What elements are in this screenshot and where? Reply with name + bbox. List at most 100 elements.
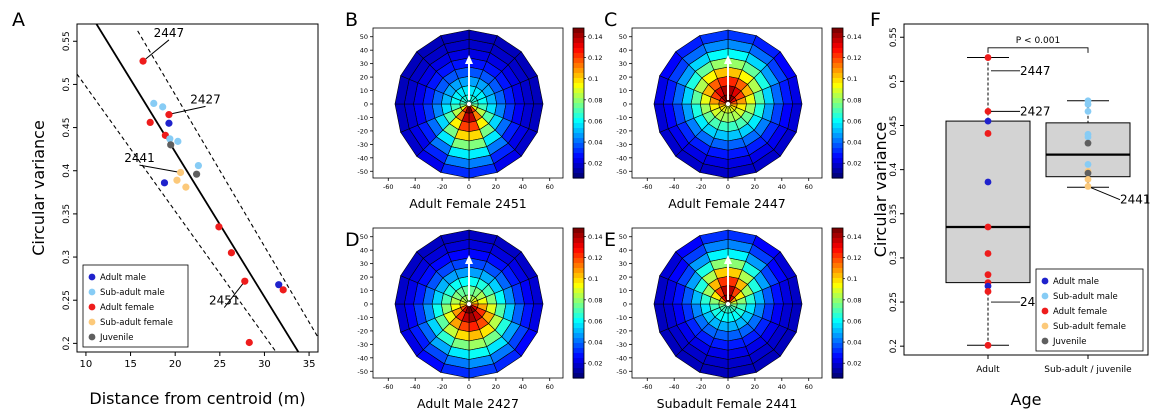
panel-c-ytick-label: -40 (616, 154, 627, 162)
panel-f-legend-label: Sub-adult female (1053, 322, 1126, 332)
panel-e-colorbar-tick-label: 0.06 (847, 317, 861, 325)
panel-e-colorbar-step (832, 338, 843, 344)
panel-b-colorbar-step (573, 33, 584, 39)
panel-e-colorbar-step (832, 293, 843, 299)
confidence-band-lower (77, 73, 277, 352)
panel-d-colorbar-step (573, 368, 584, 374)
panel-c-colorbar-step (832, 103, 843, 109)
panel-b-colorbar-step (573, 48, 584, 54)
panel-b-ytick-label: 20 (360, 74, 368, 82)
panel-b-xtick-label: -60 (383, 183, 394, 191)
panel-a-xtick-label: 10 (80, 359, 93, 370)
panel-f-legend-label: Sub-adult male (1053, 292, 1118, 302)
panel-c-colorbar-step (832, 58, 843, 64)
panel-c-colorbar-step (832, 33, 843, 39)
panel-c-ytick-label: 50 (619, 33, 627, 41)
panel-e-title: Subadult Female 2441 (657, 396, 798, 411)
panel-b-colorbar-step (573, 158, 584, 164)
panel-a-point-20 (275, 281, 283, 289)
panel-c-colorbar-step (832, 123, 843, 129)
panel-d-xtick-label: 0 (467, 383, 471, 391)
panel-letter-e: E (604, 229, 616, 251)
panel-e-colorbar-step (832, 253, 843, 259)
panel-d-colorbar-step (573, 298, 584, 304)
panel-a-ylabel: Circular variance (29, 120, 48, 256)
panel-a-annotation-label: 2451 (209, 294, 240, 308)
panel-a-point-15 (182, 183, 190, 191)
panel-c-colorbar-step (832, 133, 843, 139)
panel-b-arrow-head (465, 55, 473, 64)
panel-e-xtick-label: -40 (669, 383, 680, 391)
panel-e-colorbar-step (832, 328, 843, 334)
panel-d-xtick-label: -60 (383, 383, 394, 391)
panel-d-colorbar-step (573, 233, 584, 239)
panel-d-colorbar-step (573, 263, 584, 269)
panel-b-colorbar-step (573, 153, 584, 159)
panel-a-ytick-label: 0.3 (62, 250, 72, 264)
panel-d-ytick-label: 10 (360, 287, 368, 295)
panel-c-colorbar-step (832, 68, 843, 74)
panel-c-cell (699, 29, 729, 45)
panel-c-title: Adult Female 2447 (668, 196, 786, 211)
panel-c-ytick-label: 20 (619, 74, 627, 82)
panel-a-ytick-label: 0.35 (62, 204, 72, 224)
panel-c-colorbar-step (832, 83, 843, 89)
panel-e-ytick-label: 10 (619, 287, 627, 295)
panel-e-colorbar-tick-label: 0.14 (847, 233, 861, 241)
panel-a-legend-label: Adult female (100, 303, 154, 313)
panel-d-colorbar-step (573, 333, 584, 339)
panel-e-colorbar-step (832, 283, 843, 289)
panel-d-xtick-label: 60 (546, 383, 554, 391)
panel-d-colorbar-tick-label: 0.06 (588, 317, 602, 325)
panel-b-colorbar-step (573, 123, 584, 129)
panel-a-annotation-label: 2447 (154, 26, 185, 40)
panel-c-colorbar-tick-label: 0.08 (847, 96, 861, 104)
panel-f-point-22 (1084, 183, 1092, 190)
panel-e-colorbar-step (832, 288, 843, 294)
panel-b-colorbar-step (573, 38, 584, 44)
panel-b-cell (440, 29, 470, 45)
panel-f-legend-marker (1041, 307, 1049, 315)
panel-c-colorbar-step (832, 128, 843, 134)
panel-a-point-4 (165, 119, 173, 127)
panel-e-colorbar-step (832, 308, 843, 314)
panel-a-ytick-label: 0.25 (62, 290, 72, 310)
panel-c-xtick-label: -20 (696, 183, 707, 191)
panel-d-colorbar-step (573, 293, 584, 299)
panel-a-point-11 (176, 168, 185, 177)
panel-f-xlabel: Age (1011, 390, 1042, 409)
panel-e-xtick-label: 20 (751, 383, 759, 391)
panel-d-colorbar-step (573, 318, 584, 324)
panel-e-ytick-label: 30 (619, 260, 627, 268)
panel-b-ytick-label: 30 (360, 60, 368, 68)
panel-e-ytick-label: 20 (619, 274, 627, 282)
panel-c-colorbar-step (832, 98, 843, 104)
panel-d-colorbar-step (573, 268, 584, 274)
panel-letter-f: F (870, 9, 881, 31)
panel-d-colorbar-step (573, 308, 584, 314)
panel-e-colorbar-step (832, 368, 843, 374)
panel-f-point-13 (1084, 100, 1092, 108)
panel-f-annotation-label: 2427 (1020, 104, 1051, 118)
panel-a-point-10 (194, 161, 202, 170)
panel-d-xtick-label: -40 (410, 383, 421, 391)
panel-e-ytick-label: -10 (616, 314, 627, 322)
panel-a-point-9 (167, 141, 175, 149)
panel-b-colorbar-step (573, 118, 584, 124)
panel-a-point-13 (173, 176, 181, 184)
panel-d-colorbar-tick-label: 0.02 (588, 360, 602, 368)
panel-d-colorbar-step (573, 338, 584, 344)
panel-f-box (945, 120, 1031, 284)
panel-b-xtick-label: 60 (546, 183, 554, 191)
panel-b-ytick-label: -40 (357, 154, 368, 162)
panel-c-colorbar-step (832, 113, 843, 119)
panel-b-ytick-label: -20 (357, 127, 368, 135)
panel-e-xtick-label: 0 (726, 383, 730, 391)
panel-e-colorbar-step (832, 243, 843, 249)
panel-a-annotation-leader-0 (142, 39, 170, 62)
panel-e-arrow-head (724, 255, 732, 264)
panel-e-colorbar-step (832, 303, 843, 309)
panel-f-annotation-label: 2441 (1120, 193, 1151, 207)
panel-b-colorbar-step (573, 128, 584, 134)
